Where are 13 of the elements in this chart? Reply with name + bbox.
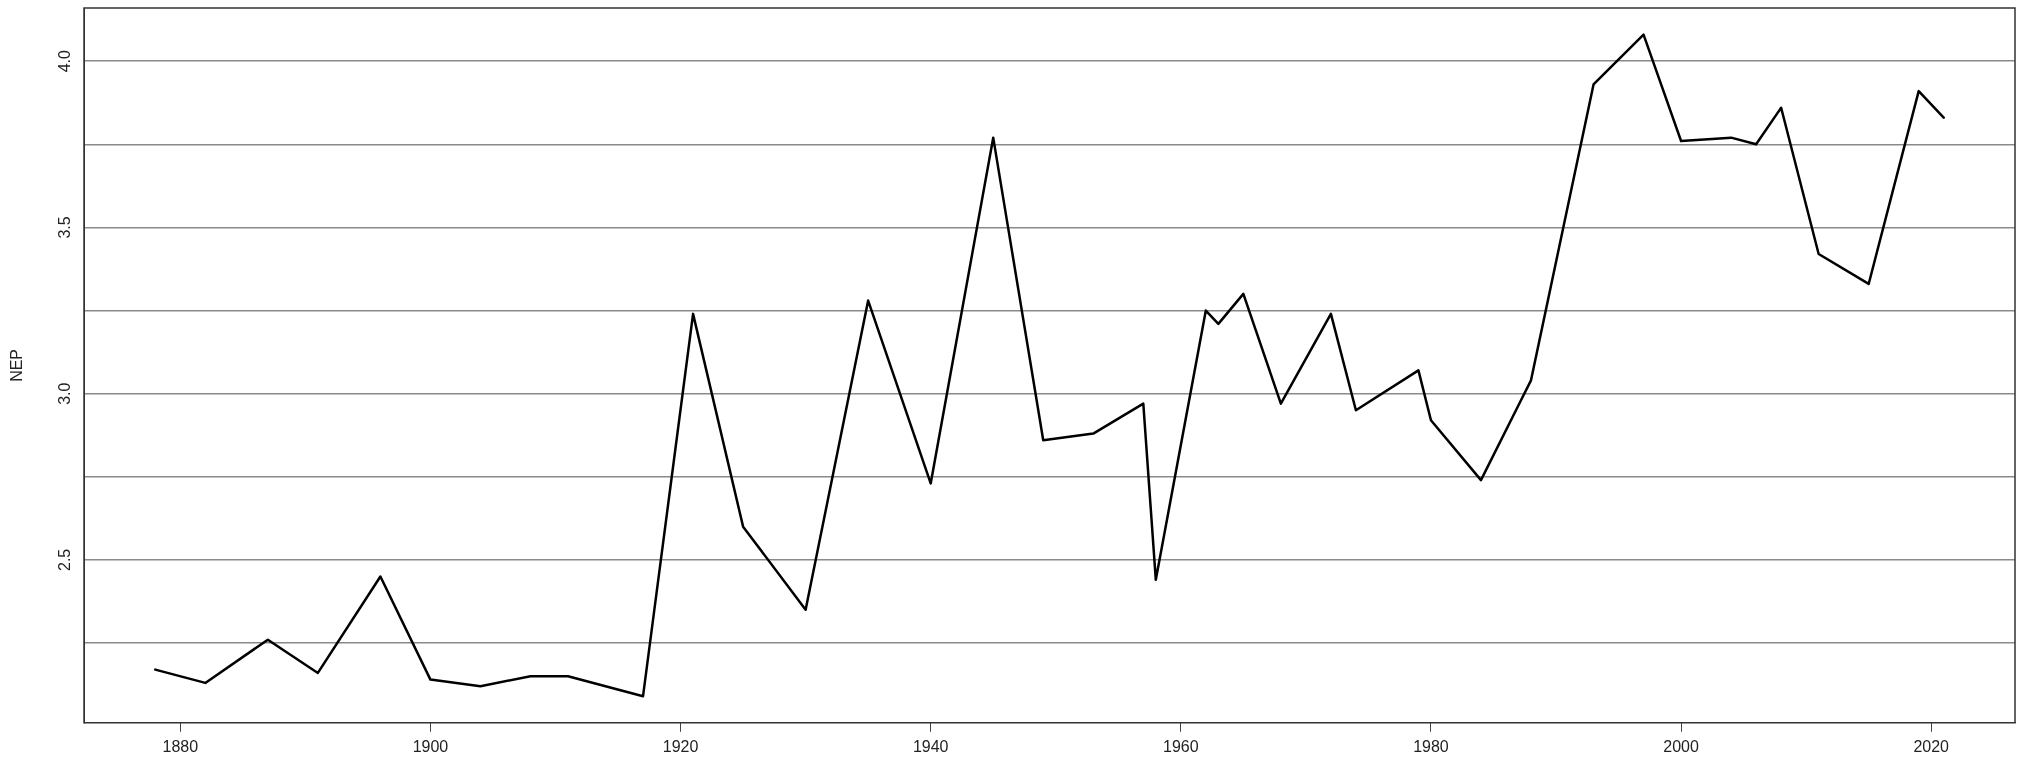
x-tick-label: 1900 <box>412 737 449 755</box>
x-tick-label: 1980 <box>1413 737 1449 755</box>
x-tick-label: 1880 <box>162 737 199 755</box>
y-axis-title: NEP <box>8 348 26 382</box>
y-tick-label: 3.5 <box>56 216 74 239</box>
x-tick-label: 2020 <box>1913 737 1950 755</box>
y-tick-label: 4.0 <box>56 49 74 73</box>
y-tick-label: 2.5 <box>56 548 74 572</box>
y-tick-label: 3.0 <box>56 382 74 405</box>
x-tick-label: 2000 <box>1663 737 1699 755</box>
x-tick-label: 1940 <box>912 737 949 755</box>
x-tick-label: 1960 <box>1163 737 1199 755</box>
x-tick-label: 1920 <box>662 737 699 755</box>
